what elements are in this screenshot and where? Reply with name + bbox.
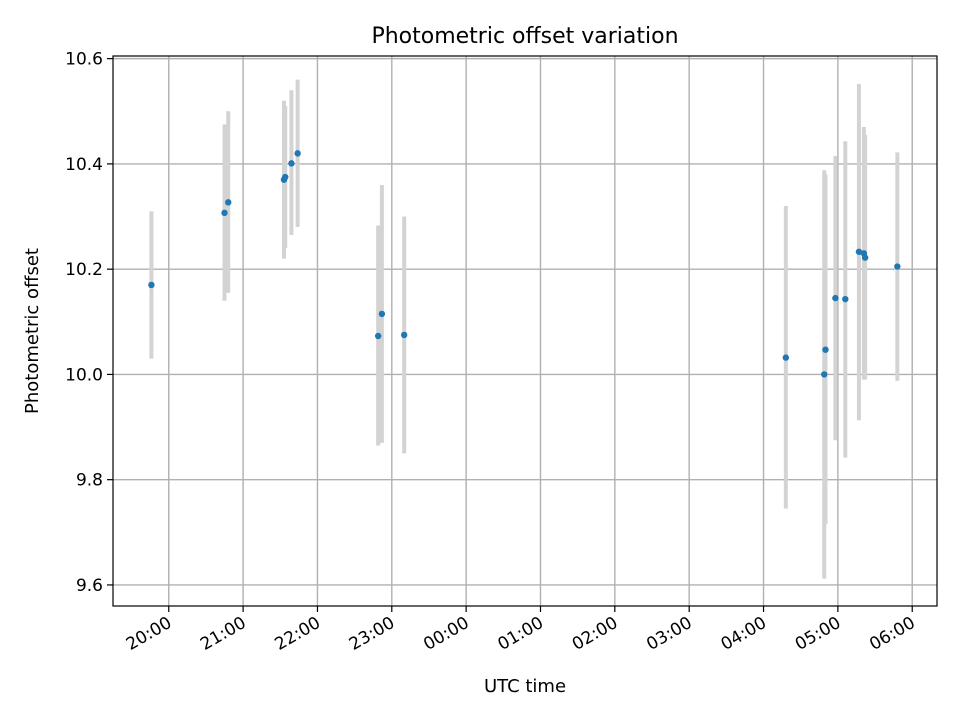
- chart-title: Photometric offset variation: [371, 24, 678, 49]
- data-point: [288, 160, 295, 167]
- data-points: [148, 150, 901, 378]
- y-tick-label: 9.6: [76, 576, 103, 596]
- y-tick-label: 10.4: [65, 155, 103, 175]
- data-point: [782, 354, 790, 361]
- data-point: [294, 150, 301, 157]
- y-tick-label: 10.0: [65, 365, 103, 385]
- data-point: [282, 173, 289, 181]
- data-point: [822, 346, 829, 353]
- y-tick-label: 10.6: [65, 50, 103, 70]
- data-point: [894, 263, 901, 270]
- data-point: [821, 371, 828, 378]
- y-tick-label: 9.8: [76, 471, 103, 491]
- plot-frame: [112, 55, 938, 607]
- data-point: [855, 248, 863, 255]
- data-point: [374, 332, 382, 340]
- x-axis-label: UTC time: [484, 676, 566, 697]
- data-point: [832, 294, 839, 302]
- y-tick-label: 10.2: [65, 260, 103, 280]
- y-axis-label: Photometric offset: [22, 248, 43, 414]
- data-point: [378, 310, 386, 318]
- data-point: [400, 331, 408, 339]
- grid: [113, 56, 937, 606]
- y-axis-ticks: 9.6 9.8 10.0 10.2 10.4 10.6: [65, 50, 113, 596]
- data-point: [221, 209, 228, 217]
- data-point: [861, 254, 869, 261]
- data-point: [148, 281, 155, 289]
- data-point: [225, 199, 232, 206]
- data-point: [842, 295, 849, 303]
